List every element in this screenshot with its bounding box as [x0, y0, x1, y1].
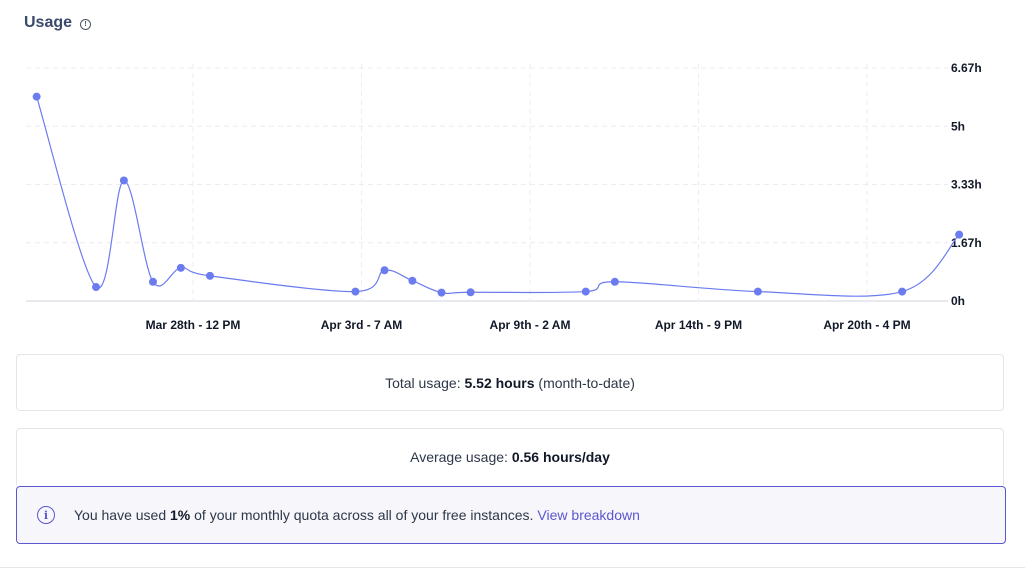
data-point[interactable]	[955, 230, 964, 239]
x-tick-label: Apr 20th - 4 PM	[823, 318, 910, 332]
x-tick-label: Apr 14th - 9 PM	[655, 318, 742, 332]
y-tick-label: 0h	[951, 294, 965, 308]
data-point[interactable]	[119, 176, 128, 185]
total-usage-card: Total usage: 5.52 hours (month-to-date)	[16, 354, 1004, 411]
total-usage-value: 5.52 hours	[464, 374, 535, 391]
total-usage-suffix: (month-to-date)	[538, 374, 635, 391]
total-usage-label: Total usage:	[385, 374, 461, 391]
data-point[interactable]	[753, 287, 762, 296]
usage-header: Usage !	[24, 14, 92, 32]
divider	[0, 567, 1025, 568]
data-point[interactable]	[92, 283, 101, 292]
x-tick-label: Mar 28th - 12 PM	[146, 318, 241, 332]
notice-prefix: You have used	[74, 507, 167, 523]
y-tick-label: 5h	[951, 119, 965, 133]
data-point[interactable]	[32, 92, 41, 101]
data-point[interactable]	[148, 277, 157, 286]
y-tick-label: 1.67h	[951, 236, 982, 250]
x-tick-label: Apr 9th - 2 AM	[490, 318, 571, 332]
data-point[interactable]	[581, 287, 590, 296]
view-breakdown-link[interactable]: View breakdown	[537, 507, 640, 523]
data-point[interactable]	[466, 288, 475, 297]
data-point[interactable]	[898, 287, 907, 296]
quota-percent: 1%	[170, 507, 191, 523]
average-usage-value: 0.56 hours/day	[511, 449, 610, 465]
data-point[interactable]	[205, 271, 214, 280]
data-point[interactable]	[351, 287, 360, 296]
usage-chart: 6.67h 5h 3.33h 1.67h 0h Mar 28th - 12 PM Apr 3…	[26, 61, 982, 332]
data-point[interactable]	[380, 266, 389, 275]
y-tick-label: 3.33h	[951, 178, 982, 192]
page-title: Usage	[24, 14, 73, 31]
info-icon[interactable]: !	[80, 18, 92, 30]
average-usage-label: Average usage:	[410, 449, 508, 465]
notice-suffix: of your monthly quota across all of your…	[194, 507, 534, 523]
data-point[interactable]	[408, 276, 417, 285]
info-circle-icon: i	[37, 506, 55, 524]
x-tick-label: Apr 3rd - 7 AM	[321, 318, 403, 332]
quota-notice: i You have used 1% of your monthly quota…	[16, 486, 1006, 544]
data-point[interactable]	[437, 288, 446, 297]
average-usage-card: Average usage: 0.56 hours/day	[16, 428, 1004, 485]
data-point[interactable]	[176, 263, 185, 272]
data-point[interactable]	[610, 277, 619, 286]
y-tick-label: 6.67h	[951, 61, 982, 75]
